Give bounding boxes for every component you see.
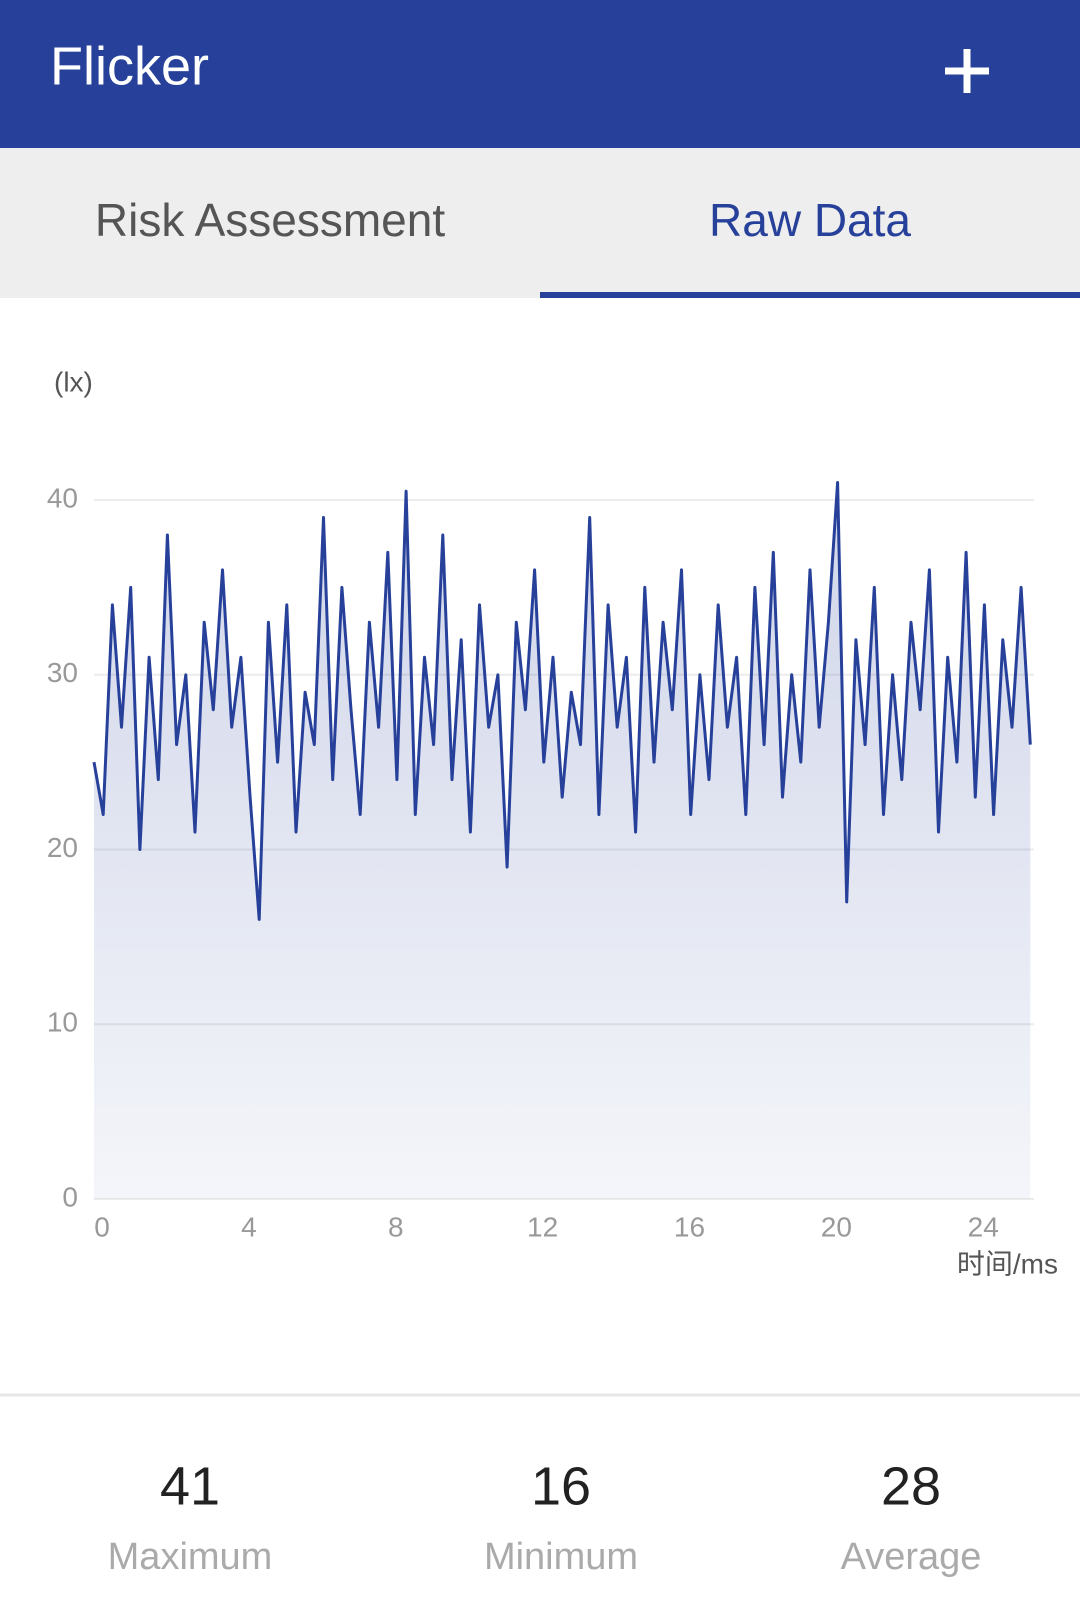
y-tick-label: 40 xyxy=(47,482,78,513)
y-tick-label: 0 xyxy=(62,1181,78,1212)
line xyxy=(92,481,1032,921)
add-button[interactable] xyxy=(945,49,989,93)
x-tick-label: 20 xyxy=(821,1211,852,1242)
x-tick-label: 12 xyxy=(527,1211,558,1242)
y-tick-label: 30 xyxy=(47,657,78,688)
app-bar xyxy=(0,0,1080,148)
stat-label: Maximum xyxy=(108,1536,273,1578)
stat-label: Minimum xyxy=(484,1536,638,1578)
x-tick-label: 0 xyxy=(94,1211,110,1242)
tab-indicator xyxy=(540,292,1080,298)
stat-value: 16 xyxy=(531,1456,591,1516)
y-axis-label: (lx) xyxy=(54,366,93,397)
y-tick-label: 10 xyxy=(47,1007,78,1038)
stat-label: Average xyxy=(841,1536,982,1578)
y-tick-label: 20 xyxy=(47,832,78,863)
x-tick-label: 8 xyxy=(388,1211,404,1242)
tab-label[interactable]: Risk Assessment xyxy=(95,194,445,246)
x-tick-label: 4 xyxy=(241,1211,257,1242)
x-tick-label: 16 xyxy=(674,1211,705,1242)
x-tick-label: 24 xyxy=(968,1211,999,1242)
stat-value: 41 xyxy=(160,1456,220,1516)
app-title: Flicker xyxy=(50,36,209,96)
tab-label[interactable]: Raw Data xyxy=(709,194,911,246)
x-axis-label: 时间/ms xyxy=(957,1248,1058,1279)
tab-bar xyxy=(0,148,1080,298)
stat-value: 28 xyxy=(881,1456,941,1516)
